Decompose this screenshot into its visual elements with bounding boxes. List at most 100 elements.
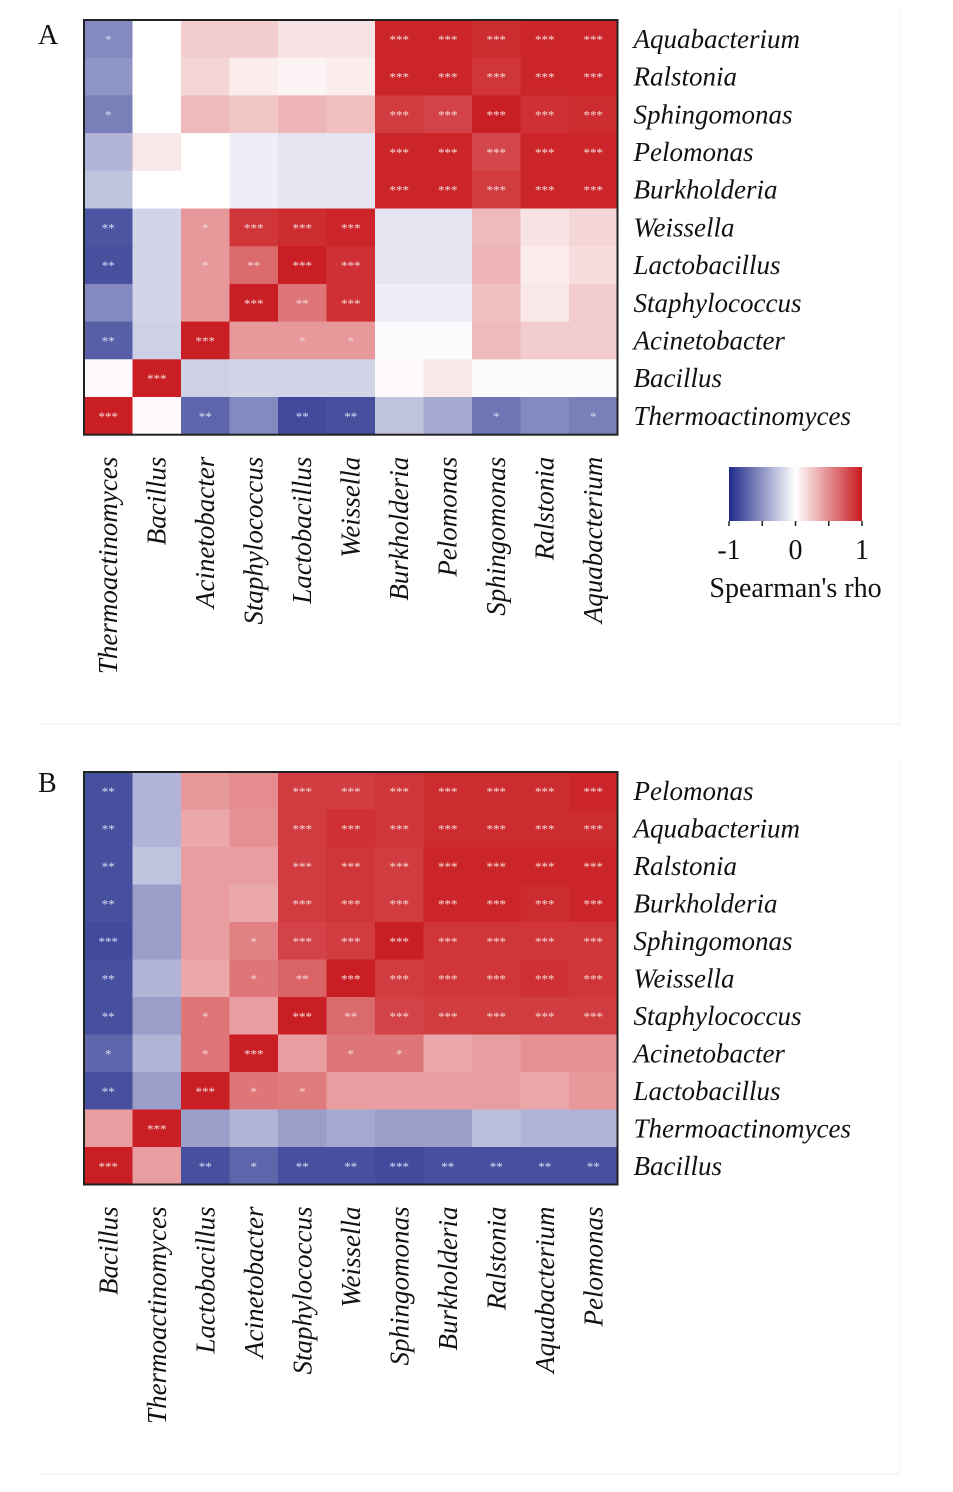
heatmap-cell: [132, 1147, 182, 1185]
panel-a: A * *** *** *** *** *** *** *** *** *** *** * *** ***…: [0, 0, 953, 740]
significance-label: ***: [293, 258, 313, 273]
heatmap-cell: [423, 133, 473, 172]
heatmap-cell: [132, 133, 182, 172]
heatmap-cell: [132, 959, 182, 998]
heatmap-cell: [520, 1034, 570, 1073]
significance-label: ***: [99, 409, 119, 424]
significance-label: **: [102, 821, 115, 836]
significance-label: ***: [438, 1009, 458, 1024]
significance-label: **: [490, 1159, 503, 1174]
heatmap-cell: [472, 1109, 521, 1148]
column-label: Lactobacillus: [190, 1207, 220, 1355]
significance-label: ***: [535, 859, 555, 874]
heatmap-cell: [423, 1109, 473, 1148]
heatmap-cell: [520, 246, 570, 285]
heatmap-cell: [423, 1034, 473, 1073]
row-label: Bacillus: [634, 363, 723, 393]
heatmap-cell: [423, 57, 473, 96]
heatmap-cell: [84, 1147, 133, 1185]
row-label: Acinetobacter: [632, 325, 786, 355]
heatmap-cell: [84, 397, 133, 436]
heatmap-cell: [423, 397, 473, 436]
heatmap-cell: [375, 1147, 424, 1185]
heatmap-cell: [326, 847, 376, 885]
significance-label: ***: [487, 859, 507, 874]
heatmap-cell: [520, 1109, 570, 1148]
significance-label: **: [102, 971, 115, 986]
heatmap-cell: [278, 1147, 327, 1185]
heatmap-cell: [229, 847, 279, 885]
heatmap-cell: [423, 359, 473, 398]
heatmap-cell: [472, 1034, 521, 1073]
row-label: Burkholderia: [634, 888, 778, 918]
heatmap-cell: [520, 1072, 570, 1110]
significance-label: ***: [535, 821, 555, 836]
column-label: Lactobacillus: [287, 457, 317, 605]
heatmap-cell: [84, 133, 133, 172]
column-label: Staphylococcus: [287, 1207, 317, 1375]
significance-label: ***: [535, 107, 555, 122]
heatmap-cell: [423, 208, 473, 247]
significance-label: ***: [584, 934, 604, 949]
heatmap-cell: [423, 809, 473, 848]
row-label: Staphylococcus: [634, 1001, 802, 1031]
heatmap-cell: [326, 133, 376, 172]
heatmap-cell: [375, 884, 424, 923]
heatmap-cell: [229, 884, 279, 923]
heatmap-cell: [278, 133, 327, 172]
heatmap-cell: [181, 809, 230, 848]
heatmap-cell: [472, 20, 521, 59]
heatmap-cell: [278, 283, 327, 323]
heatmap-cell: [84, 170, 133, 209]
heatmap-cell: [375, 1072, 424, 1110]
significance-label: ***: [390, 821, 410, 836]
row-label: Lactobacillus: [633, 250, 781, 280]
heatmap-cell: [569, 95, 618, 134]
heatmap-cell: [278, 997, 327, 1035]
significance-label: ***: [390, 971, 410, 986]
heatmap-cell: [132, 246, 182, 285]
significance-label: ***: [147, 1121, 167, 1136]
significance-label: *: [348, 1046, 355, 1061]
heatmap-cell: [132, 884, 182, 923]
significance-label: ***: [438, 70, 458, 85]
significance-label: ***: [487, 821, 507, 836]
heatmap-cell: [520, 359, 570, 398]
significance-label: **: [102, 220, 115, 235]
significance-label: *: [202, 258, 209, 273]
heatmap-cell: [278, 246, 327, 285]
significance-label: **: [199, 409, 212, 424]
heatmap-cell: [181, 847, 230, 885]
heatmap-cell: [375, 809, 424, 848]
column-label: Staphylococcus: [239, 457, 269, 625]
heatmap-cell: [375, 170, 424, 209]
significance-label: ***: [487, 145, 507, 160]
heatmap-cell: [132, 922, 182, 960]
heatmap-cell: [326, 1072, 376, 1110]
significance-label: ***: [438, 107, 458, 122]
heatmap-cell: [520, 809, 570, 848]
heatmap-cell: [569, 359, 618, 398]
significance-label: ***: [535, 32, 555, 47]
heatmap-cell: [278, 772, 327, 810]
heatmap-cell: [375, 246, 424, 285]
heatmap-cell: [569, 170, 618, 209]
significance-label: ***: [438, 859, 458, 874]
heatmap-cell: [181, 884, 230, 923]
heatmap-cell: [520, 57, 570, 96]
heatmap-cell: [375, 95, 424, 134]
heatmap-cells: ****************************************…: [84, 20, 618, 436]
heatmap-cell: [84, 997, 133, 1035]
heatmap-cell: [278, 208, 327, 247]
heatmap-cell: [472, 1147, 521, 1185]
heatmap-cell: [84, 208, 133, 247]
heatmap-cell: [278, 57, 327, 96]
heatmap-cell: [181, 1034, 230, 1073]
heatmap-border: [83, 19, 619, 436]
heatmap-cell: [132, 772, 182, 810]
significance-label: ***: [341, 859, 361, 874]
significance-label: ***: [535, 971, 555, 986]
significance-label: ***: [390, 784, 410, 799]
significance-label: ***: [244, 220, 264, 235]
heatmap-cell: [132, 847, 182, 885]
